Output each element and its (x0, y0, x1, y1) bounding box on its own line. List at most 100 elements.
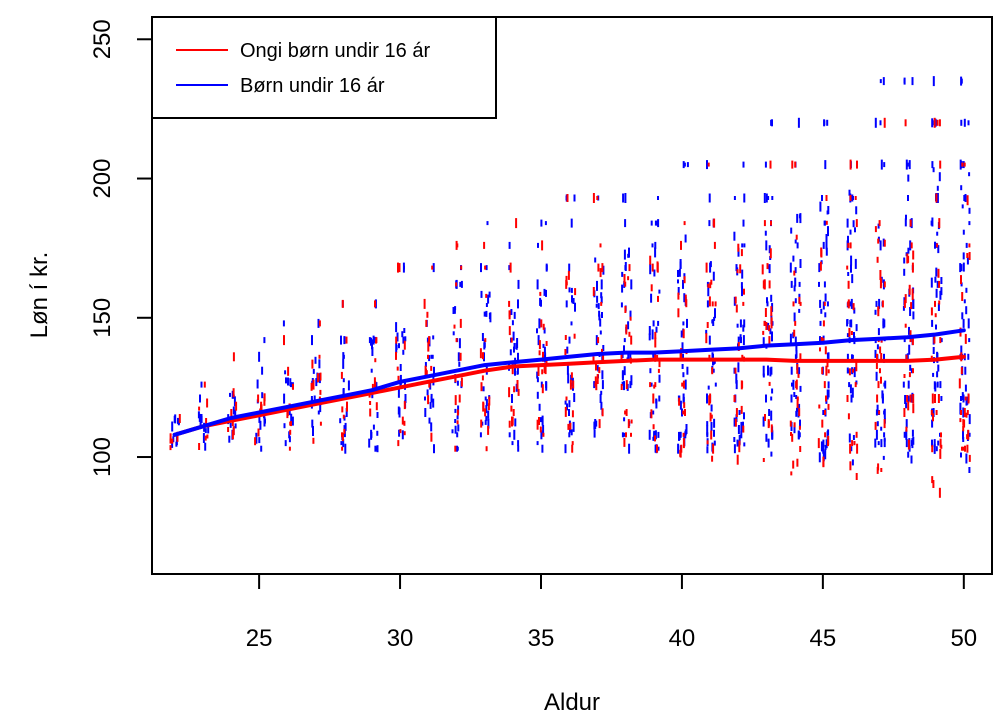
scatter-point (848, 368, 851, 376)
scatter-point (312, 379, 315, 390)
scatter-point (430, 354, 433, 359)
scatter-point (599, 394, 602, 403)
scatter-point (536, 371, 539, 379)
scatter-point (654, 331, 657, 339)
scatter-point (905, 159, 908, 170)
scatter-point (600, 279, 603, 290)
scatter-point (568, 263, 571, 272)
scatter-point (937, 245, 940, 254)
scatter-point (627, 419, 630, 429)
scatter-point (682, 161, 685, 169)
scatter-point (706, 300, 709, 308)
scatter-point (734, 367, 737, 374)
scatter-point (855, 206, 858, 215)
scatter-point (736, 454, 739, 465)
scatter-point (709, 261, 712, 268)
scatter-point (430, 432, 433, 442)
scatter-point (397, 406, 400, 415)
scatter-point (396, 366, 399, 371)
scatter-point (682, 329, 685, 339)
scatter-point (904, 395, 907, 404)
scatter-point (452, 307, 455, 314)
scatter-point (909, 240, 912, 251)
scatter-point (487, 425, 490, 435)
scatter-point (508, 432, 511, 438)
scatter-point (651, 263, 654, 272)
scatter-point (397, 375, 400, 383)
scatter-point (793, 285, 796, 292)
scatter-point (344, 443, 347, 454)
scatter-point (710, 279, 713, 285)
scatter-point (712, 443, 715, 454)
scatter-point (963, 408, 966, 417)
scatter-point (712, 361, 714, 366)
scatter-point (622, 193, 625, 203)
scatter-point (596, 295, 599, 303)
scatter-point (602, 351, 605, 362)
scatter-point (484, 419, 487, 425)
scatter-point (962, 252, 965, 260)
scatter-point (685, 424, 688, 434)
scatter-point (825, 365, 828, 376)
scatter-point (627, 276, 630, 281)
scatter-point (793, 422, 796, 428)
scatter-point (711, 367, 714, 375)
scatter-point (629, 354, 632, 360)
scatter-point (938, 300, 941, 305)
scatter-point (677, 270, 679, 277)
scatter-point (764, 161, 767, 168)
scatter-point (570, 218, 573, 228)
scatter-point (482, 402, 485, 409)
scatter-point (960, 185, 963, 191)
scatter-point (424, 408, 427, 417)
scatter-point (538, 340, 541, 350)
scatter-point (511, 320, 514, 326)
scatter-point (514, 418, 517, 427)
scatter-point (428, 355, 431, 362)
scatter-point (544, 366, 547, 375)
scatter-point (793, 392, 796, 397)
scatter-point (536, 377, 539, 383)
scatter-point (686, 318, 688, 328)
plot-frame (151, 16, 993, 575)
scatter-point (911, 77, 914, 86)
scatter-point (620, 384, 623, 390)
scatter-point (768, 245, 771, 254)
scatter-point (399, 429, 402, 434)
scatter-point (908, 344, 911, 355)
scatter-point (768, 265, 771, 270)
y-axis-label: Løn í kr. (26, 252, 53, 339)
scatter-point (911, 429, 914, 437)
scatter-point (963, 118, 966, 127)
scatter-point (599, 318, 602, 327)
scatter-point (654, 382, 657, 388)
scatter-point (825, 241, 828, 250)
scatter-point (961, 162, 964, 167)
scatter-point (798, 281, 801, 287)
scatter-point (798, 367, 801, 375)
scatter-point (770, 424, 773, 433)
scatter-point (601, 408, 604, 417)
scatter-point (510, 337, 513, 343)
scatter-point (856, 160, 858, 169)
scatter-point (629, 316, 632, 321)
scatter-point (879, 79, 882, 84)
scatter-point (600, 301, 603, 306)
scatter-point (709, 282, 712, 289)
scatter-point (740, 249, 743, 257)
scatter-point (318, 354, 321, 359)
scatter-point (934, 394, 936, 403)
scatter-point (655, 326, 658, 333)
scatter-point (940, 444, 943, 449)
scatter-point (796, 407, 798, 412)
scatter-point (263, 416, 266, 427)
scatter-point (708, 335, 711, 345)
scatter-point (485, 415, 488, 421)
scatter-point (649, 255, 652, 265)
scatter-point (176, 431, 179, 442)
scatter-point (932, 408, 935, 417)
scatter-point (883, 281, 886, 288)
scatter-point (742, 425, 745, 433)
scatter-point (794, 277, 797, 287)
scatter-point (263, 393, 266, 402)
